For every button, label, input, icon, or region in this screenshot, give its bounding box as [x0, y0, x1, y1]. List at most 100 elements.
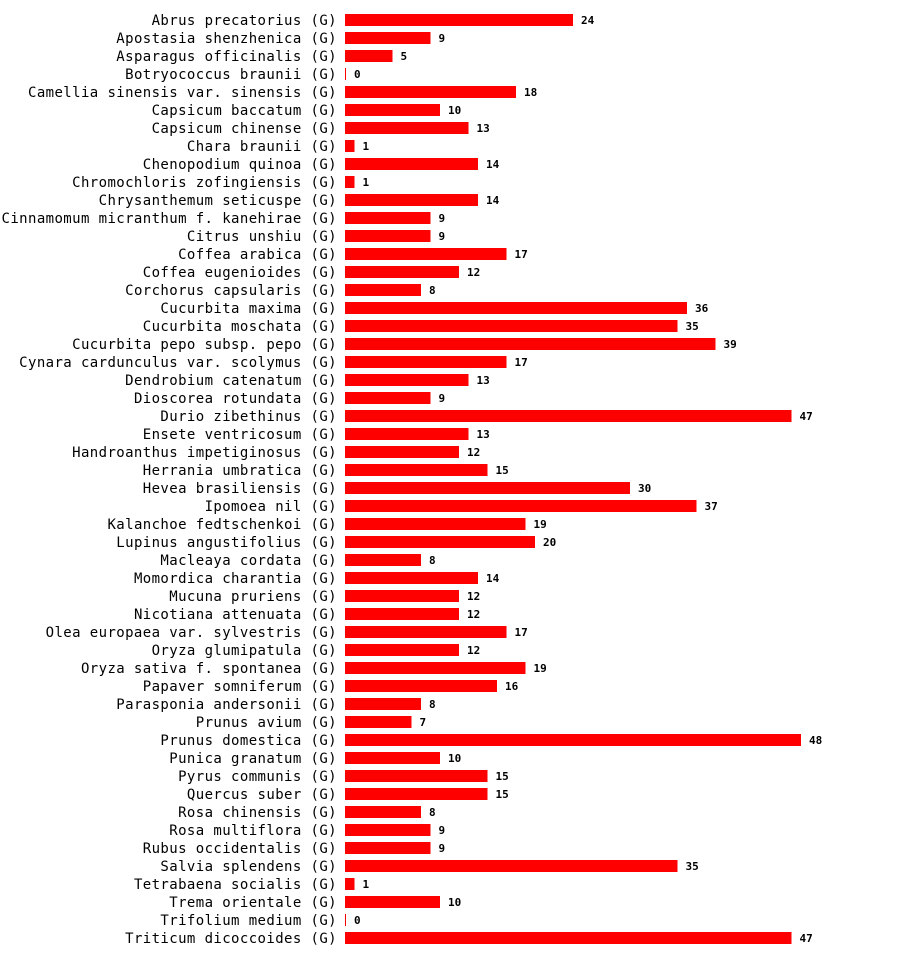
value-label: 14: [486, 158, 500, 171]
value-label: 15: [496, 788, 509, 801]
category-label: Corchorus capsularis (G): [125, 283, 337, 299]
bar: [345, 626, 507, 638]
value-label: 35: [686, 320, 699, 333]
bar: [345, 266, 459, 278]
category-label: Macleaya cordata (G): [160, 553, 337, 569]
value-label: 30: [638, 482, 651, 495]
category-label: Momordica charantia (G): [134, 571, 337, 587]
bar: [345, 320, 678, 332]
category-label: Apostasia shenzhenica (G): [116, 31, 337, 47]
value-label: 1: [363, 140, 370, 153]
bar: [345, 14, 573, 26]
category-label: Quercus suber (G): [187, 787, 337, 803]
bar: [345, 770, 488, 782]
category-label: Trifolium medium (G): [160, 913, 337, 929]
category-label: Trema orientale (G): [169, 895, 337, 911]
value-label: 17: [515, 248, 528, 261]
bar: [345, 248, 507, 260]
value-label: 12: [467, 266, 480, 279]
value-label: 8: [429, 806, 436, 819]
value-label: 1: [363, 176, 370, 189]
value-label: 10: [448, 896, 461, 909]
bar: [345, 374, 469, 386]
bar: [345, 104, 440, 116]
bar: [345, 752, 440, 764]
value-label: 1: [363, 878, 370, 891]
value-label: 14: [486, 572, 500, 585]
value-label: 7: [420, 716, 427, 729]
bar: [345, 716, 412, 728]
bar: [345, 32, 431, 44]
bar: [345, 734, 801, 746]
bar: [345, 662, 526, 674]
value-label: 15: [496, 464, 509, 477]
value-label: 10: [448, 752, 461, 765]
category-label: Parasponia andersonii (G): [116, 697, 337, 713]
value-label: 5: [401, 50, 408, 63]
value-label: 9: [439, 392, 446, 405]
value-label: 0: [354, 914, 361, 927]
bar: [345, 554, 421, 566]
bar: [345, 500, 697, 512]
bar: [345, 302, 687, 314]
bar: [345, 482, 630, 494]
category-label: Durio zibethinus (G): [160, 409, 337, 425]
value-label: 15: [496, 770, 509, 783]
category-label: Dioscorea rotundata (G): [134, 391, 337, 407]
category-label: Abrus precatorius (G): [152, 13, 337, 29]
category-label: Cucurbita maxima (G): [160, 301, 337, 317]
bar: [345, 806, 421, 818]
bar: [345, 50, 393, 62]
value-label: 12: [467, 608, 480, 621]
bar: [345, 896, 440, 908]
category-label: Oryza sativa f. spontanea (G): [81, 661, 337, 677]
bar: [345, 122, 469, 134]
value-label: 12: [467, 590, 480, 603]
bar: [345, 932, 792, 944]
bar: [345, 914, 346, 926]
value-label: 47: [800, 410, 813, 423]
category-label: Olea europaea var. sylvestris (G): [46, 625, 337, 641]
category-label: Cynara cardunculus var. scolymus (G): [19, 355, 337, 371]
bar: [345, 518, 526, 530]
value-label: 9: [439, 212, 446, 225]
value-label: 9: [439, 32, 446, 45]
category-label: Capsicum baccatum (G): [152, 103, 337, 119]
bar: [345, 644, 459, 656]
category-label: Salvia splendens (G): [160, 859, 337, 875]
category-label: Pyrus communis (G): [178, 769, 337, 785]
value-label: 0: [354, 68, 361, 81]
category-label: Prunus domestica (G): [160, 733, 337, 749]
value-label: 24: [581, 14, 595, 27]
category-label: Lupinus angustifolius (G): [116, 535, 337, 551]
value-label: 17: [515, 356, 528, 369]
category-label: Coffea arabica (G): [178, 247, 337, 263]
category-label: Mucuna pruriens (G): [169, 589, 337, 605]
bar: [345, 140, 355, 152]
value-label: 48: [809, 734, 822, 747]
category-label: Rosa chinensis (G): [178, 805, 337, 821]
category-label: Asparagus officinalis (G): [116, 49, 337, 65]
value-label: 19: [534, 662, 547, 675]
value-label: 10: [448, 104, 461, 117]
value-label: 19: [534, 518, 547, 531]
category-label: Cinnamomum micranthum f. kanehirae (G): [2, 211, 338, 227]
bar: [345, 446, 459, 458]
category-label: Rubus occidentalis (G): [143, 841, 337, 857]
category-label: Cucurbita moschata (G): [143, 319, 337, 335]
category-label: Chrysanthemum seticuspe (G): [99, 193, 337, 209]
value-label: 9: [439, 230, 446, 243]
bar: [345, 428, 469, 440]
category-label: Papaver somniferum (G): [143, 679, 337, 695]
value-label: 12: [467, 644, 480, 657]
category-label: Citrus unshiu (G): [187, 229, 337, 245]
bar: [345, 356, 507, 368]
bar: [345, 392, 431, 404]
value-label: 16: [505, 680, 519, 693]
category-label: Capsicum chinense (G): [152, 121, 337, 137]
bar: [345, 176, 355, 188]
bar: [345, 698, 421, 710]
bar: [345, 572, 478, 584]
bar: [345, 842, 431, 854]
category-label: Coffea eugenioides (G): [143, 265, 337, 281]
